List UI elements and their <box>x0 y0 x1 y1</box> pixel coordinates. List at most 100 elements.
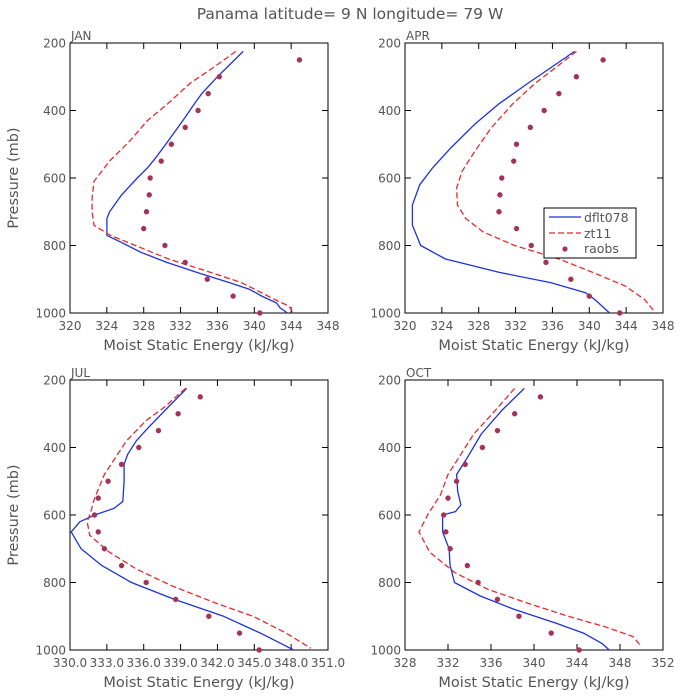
y-tick-label: 600 <box>43 172 66 186</box>
x-axis-label: Moist Static Energy (kJ/kg) <box>438 675 629 691</box>
legend-marker-raobs <box>562 246 568 252</box>
x-tick-label: 332 <box>169 319 192 333</box>
panel-oct: OCT 328 332 336 340 344 348 352 200 400 600 800 1000… <box>370 366 674 691</box>
raobs-point-apr <box>573 74 580 80</box>
zt11-line-oct <box>418 387 642 648</box>
dflt078-line-apr <box>411 50 611 314</box>
x-tick-label: 328 <box>467 319 490 333</box>
x-tick-label: 333.0 <box>90 656 124 670</box>
raobs-point-oct <box>576 647 582 653</box>
y-tick-label: 200 <box>378 374 401 388</box>
raobs-point-jan <box>204 276 210 282</box>
raobs-point-apr <box>568 276 574 282</box>
raobs-point-jan <box>182 124 188 131</box>
raobs-point-jan <box>195 107 201 114</box>
y-axis-label: Pressure (mb) <box>6 464 22 565</box>
raobs-point-jan <box>296 57 303 63</box>
panel-label-jan: JAN <box>70 29 92 43</box>
raobs-point-oct <box>453 478 460 484</box>
x-tick-label: 320 <box>59 319 82 333</box>
raobs-point-jul <box>236 630 243 636</box>
x-axis-label: Moist Static Energy (kJ/kg) <box>438 338 629 354</box>
panel-jan: JAN 320 324 328 332 336 340 344 348 200 400 600 800 1… <box>6 29 339 354</box>
x-tick-label: 351.0 <box>311 656 345 670</box>
zt11-line-apr <box>455 50 657 314</box>
dflt078-line-jan <box>106 50 288 314</box>
raobs-point-oct <box>548 630 554 636</box>
x-tick-label: 336 <box>541 319 564 333</box>
raobs-point-jul <box>172 596 179 603</box>
raobs-point-oct <box>516 613 522 619</box>
x-tick-label: 345.0 <box>237 656 271 670</box>
raobs-point-oct <box>511 411 518 417</box>
raobs-point-jul <box>91 512 98 518</box>
raobs-point-jan <box>257 310 263 316</box>
raobs-point-jul <box>95 495 101 501</box>
raobs-point-apr <box>511 158 517 164</box>
y-tick-label: 400 <box>378 104 401 118</box>
y-tick-label: 800 <box>43 239 66 253</box>
y-tick-label: 600 <box>43 509 66 523</box>
raobs-point-jan <box>146 192 152 198</box>
dflt078-line-oct <box>441 387 610 651</box>
plot-frame-apr <box>404 42 664 314</box>
raobs-point-jan <box>216 74 222 80</box>
raobs-point-jul <box>118 562 125 569</box>
raobs-point-oct <box>494 596 501 603</box>
raobs-point-jul <box>175 411 181 417</box>
x-tick-label: 348 <box>652 319 675 333</box>
y-tick-label: 400 <box>378 441 401 455</box>
raobs-point-oct <box>462 461 468 468</box>
raobs-point-oct <box>494 427 501 434</box>
x-tick-label: 336 <box>480 656 503 670</box>
x-tick-label: 348 <box>609 656 632 670</box>
raobs-point-jan <box>143 209 150 215</box>
raobs-point-jul <box>206 613 212 619</box>
raobs-point-oct <box>537 394 544 400</box>
raobs-point-jan <box>168 141 175 147</box>
zt11-line-jan <box>91 50 294 314</box>
raobs-point-apr <box>541 107 547 114</box>
x-tick-label: 344 <box>615 319 638 333</box>
x-tick-label: 336.0 <box>127 656 161 670</box>
panel-jul: JUL 330.0 333.0 336.0 339.0 342.0 345.0 348.0 35… <box>6 366 345 691</box>
raobs-point-jul <box>101 546 108 552</box>
raobs-point-jul <box>143 579 149 586</box>
raobs-point-apr <box>527 124 534 131</box>
raobs-point-apr <box>499 175 505 181</box>
raobs-point-jul <box>95 529 101 535</box>
y-tick-label: 200 <box>43 374 66 388</box>
y-tick-label: 600 <box>378 509 401 523</box>
x-tick-label: 332 <box>437 656 460 670</box>
raobs-point-apr <box>616 310 623 316</box>
raobs-point-oct <box>445 495 451 501</box>
x-tick-label: 348.0 <box>274 656 308 670</box>
x-tick-label: 340 <box>243 319 266 333</box>
raobs-point-jan <box>162 242 168 249</box>
panel-apr: APR 320 324 328 332 336 340 344 348 200 400 600 800 1… <box>370 29 674 354</box>
x-tick-label: 342.0 <box>200 656 234 670</box>
panel-label-oct: OCT <box>406 366 432 380</box>
y-tick-label: 200 <box>43 37 66 51</box>
y-tick-label: 1000 <box>35 644 66 658</box>
legend-label-raobs: raobs <box>584 241 619 256</box>
y-tick-label: 600 <box>378 172 401 186</box>
x-tick-label: 352 <box>652 656 675 670</box>
raobs-point-oct <box>443 529 449 535</box>
zt11-line-jul <box>86 387 312 649</box>
y-tick-label: 800 <box>378 576 401 590</box>
raobs-point-jan <box>230 293 236 299</box>
x-tick-label: 320 <box>394 319 417 333</box>
raobs-point-jan <box>182 259 188 266</box>
raobs-point-apr <box>513 141 520 147</box>
x-tick-label: 340 <box>523 656 546 670</box>
raobs-point-oct <box>464 562 471 569</box>
raobs-point-jul <box>155 427 162 434</box>
y-tick-label: 400 <box>43 104 66 118</box>
raobs-point-apr <box>556 90 562 97</box>
raobs-point-apr <box>600 57 606 63</box>
y-tick-label: 400 <box>43 441 66 455</box>
raobs-point-oct <box>447 546 453 552</box>
raobs-point-jan <box>147 175 153 181</box>
